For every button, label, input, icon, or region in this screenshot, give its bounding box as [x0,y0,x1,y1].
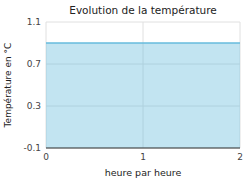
x-axis-label: heure par heure [105,167,182,178]
y-tick-label: -0.1 [23,143,41,153]
x-axis-line [46,148,240,149]
y-tick-label: 0.7 [27,59,41,69]
y-axis-label: Température en °C [3,43,13,129]
title: Evolution de la température [69,4,216,16]
y-grid-line [46,148,240,149]
chart-container: -0.1 0.3 0.7 1.1 0 1 2 Evolution de la températ… [0,0,250,188]
y-tick-label: 0.3 [27,101,41,111]
x-tick-label: 0 [43,152,49,162]
x-tick-label: 1 [140,152,146,162]
area-line [46,42,240,44]
area-fill [46,43,240,148]
y-tick-label: 1.1 [27,17,41,27]
chart: -0.1 0.3 0.7 1.1 0 1 2 Evolution de la températ… [0,0,250,188]
grid [46,22,240,148]
x-tick-label: 2 [237,152,243,162]
plot-area [46,43,240,148]
